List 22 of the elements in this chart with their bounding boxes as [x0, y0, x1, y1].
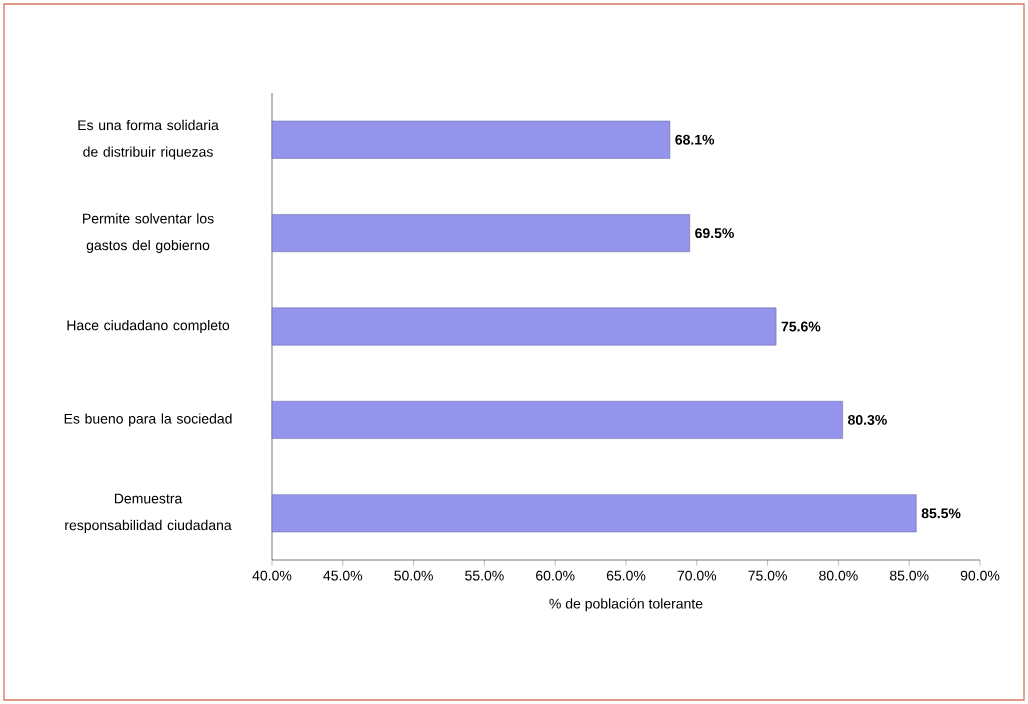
- x-tick-label: 70.0%: [677, 570, 717, 581]
- x-tick-label: 75.0%: [748, 570, 787, 581]
- data-label: 80.3%: [848, 414, 887, 425]
- x-tick-label: 80.0%: [819, 570, 858, 581]
- data-label: 69.5%: [695, 228, 734, 239]
- x-tick-label: 40.0%: [252, 570, 292, 581]
- x-tick-label: 65.0%: [606, 570, 646, 581]
- y-tick-label: Permite solventar los gastos del gobierno: [83, 213, 214, 253]
- x-tick-label: 45.0%: [323, 570, 363, 581]
- y-tick-label: Es una forma solidaria de distribuir riquezas: [78, 119, 219, 160]
- x-tick-label: 50.0%: [394, 570, 433, 581]
- y-tick-label: Es bueno para la sociedad: [64, 413, 232, 427]
- x-axis-title: % de población tolerante: [549, 598, 703, 612]
- x-tick-label: 55.0%: [465, 570, 504, 581]
- data-label: 68.1%: [675, 134, 715, 145]
- x-tick-label: 60.0%: [536, 570, 575, 581]
- x-tick-label: 90.0%: [960, 570, 1000, 581]
- y-tick-label: Hace ciudadano completo: [67, 319, 230, 334]
- data-label: 85.5%: [921, 508, 961, 519]
- data-label: 75.6%: [781, 321, 821, 332]
- y-tick-label: Demuestra responsabilidad ciudadana: [65, 493, 232, 533]
- x-tick-label: 85.0%: [889, 570, 929, 581]
